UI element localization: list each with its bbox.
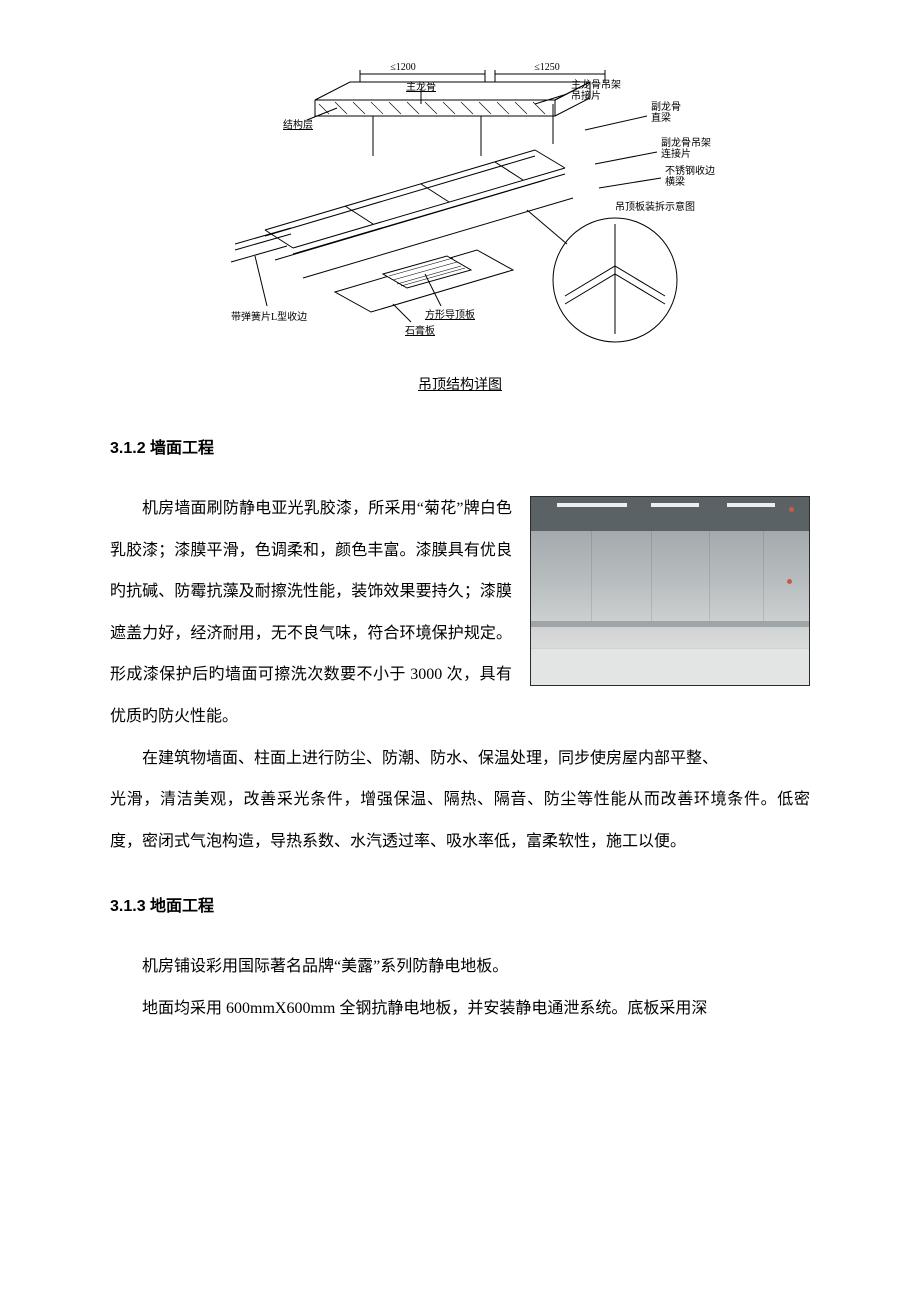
diagram-caption: 吊顶结构详图 (195, 374, 725, 394)
photo-light (557, 503, 627, 507)
para-312-3: 光滑，清洁美观，改善采光条件，增强保温、隔热、隔音、防尘等性能从而改善环境条件。… (110, 779, 810, 862)
label-fangxing: 方形导顶板 (425, 308, 475, 321)
label-jiegoucen: 结构层 (283, 118, 313, 131)
para-313-1: 机房铺设彩用国际著名品牌“美露”系列防静电地板。 (110, 946, 810, 988)
photo-sensor-icon (787, 579, 792, 584)
para-313-2: 地面均采用 600mmX600mm 全钢抗静电地板，并安装静电通泄系统。底板采用… (110, 988, 810, 1030)
heading-313: 3.1.3 地面工程 (110, 892, 810, 916)
dim-left-label: ≤1200 (390, 62, 416, 73)
para-312-2: 在建筑物墙面、柱面上进行防尘、防潮、防水、保温处理，同步使房屋内部平整、 (110, 738, 810, 780)
photo-skirt (531, 621, 809, 627)
ceiling-diagram: ≤1200 ≤1250 结构层 主龙骨 主龙骨吊架吊接片 副龙骨直梁 副龙骨吊架… (195, 60, 725, 394)
heading-312: 3.1.2 墙面工程 (110, 434, 810, 458)
photo-seam (763, 531, 764, 621)
document-page: ≤1200 ≤1250 结构层 主龙骨 主龙骨吊架吊接片 副龙骨直梁 副龙骨吊架… (0, 0, 920, 1302)
photo-sensor-icon (789, 507, 794, 512)
photo-floor (530, 648, 810, 685)
label-chaizhuang: 吊顶板装拆示意图 (615, 200, 695, 213)
photo-seam (591, 531, 592, 621)
photo-light (651, 503, 699, 507)
diagram-svg: ≤1200 ≤1250 结构层 主龙骨 主龙骨吊架吊接片 副龙骨直梁 副龙骨吊架… (195, 60, 725, 370)
wall-photo (530, 496, 810, 686)
label-zhulonggu-diaojia: 主龙骨吊架吊接片 (571, 78, 621, 102)
label-buxiugang: 不锈钢收边横梁 (665, 164, 715, 188)
photo-seam (709, 531, 710, 621)
photo-seam (651, 531, 652, 621)
label-fulonggu-zhiliang: 副龙骨直梁 (651, 100, 681, 124)
photo-light (727, 503, 775, 507)
label-shigaoban: 石膏板 (405, 324, 435, 337)
section-312-body: 机房墙面刷防静电亚光乳胶漆，所采用“菊花”牌白色乳胶漆；漆膜平滑，色调柔和，颜色… (110, 488, 810, 779)
label-daitanhuang: 带弹簧片L型收边 (231, 310, 307, 323)
label-fulonggu-lianjie: 副龙骨吊架连接片 (661, 136, 711, 160)
dim-right-label: ≤1250 (534, 62, 560, 73)
label-zhulonggu: 主龙骨 (406, 80, 436, 93)
